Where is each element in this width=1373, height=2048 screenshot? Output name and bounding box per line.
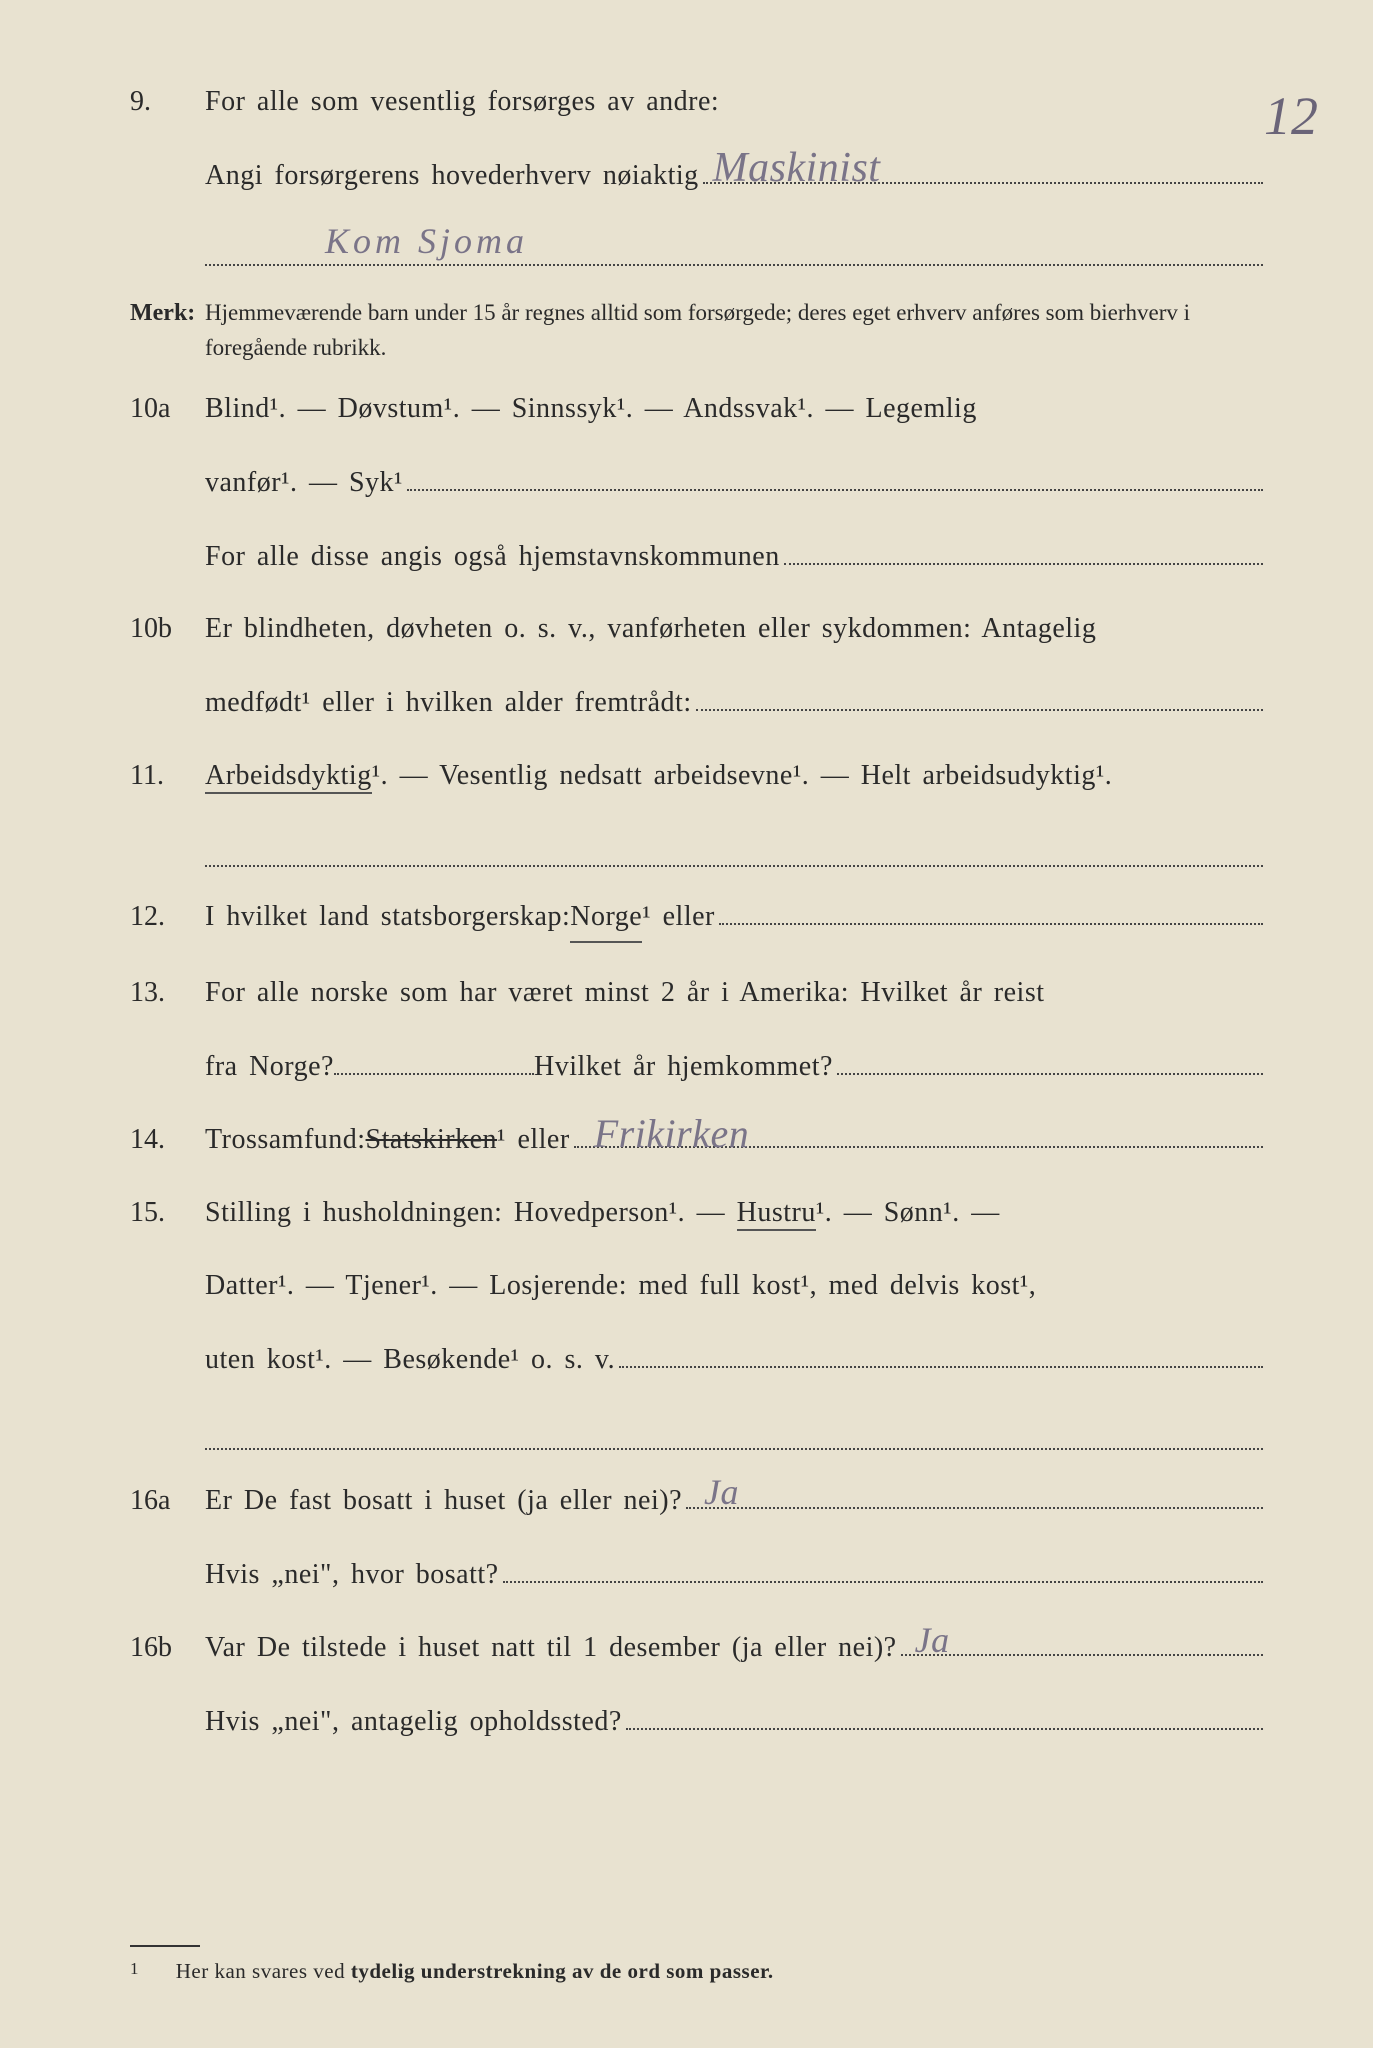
q14-handwriting: Frikirken (594, 1102, 750, 1166)
q16a-text1: Er De fast bosatt i huset (ja eller nei)… (205, 1479, 682, 1524)
footnote-text-bold: tydelig understrekning av de ord som pas… (351, 1959, 774, 1983)
q15-num: 15. (130, 1191, 205, 1236)
q15-fill3 (619, 1337, 1263, 1368)
q10b-line2: medfødt¹ eller i hvilken alder fremtrådt… (130, 680, 1263, 726)
q13-num: 13. (130, 971, 205, 1016)
q11-num: 11. (130, 754, 205, 799)
q16a-fill1: Ja (686, 1478, 1263, 1509)
q9-num: 9. (130, 80, 205, 125)
q10a-text1: Blind¹. — Døvstum¹. — Sinnssyk¹. — Andss… (205, 387, 1263, 432)
q10a-text2: vanfør¹. — Syk¹ (205, 461, 403, 506)
q11-line: 11. Arbeidsdyktig¹. — Vesentlig nedsatt … (130, 754, 1263, 799)
q13-line2: fra Norge? Hvilket år hjemkommet? (130, 1044, 1263, 1090)
q16a-fill2 (503, 1552, 1263, 1583)
q12-norge: Norge (570, 895, 642, 943)
q15-blank (205, 1410, 1263, 1450)
q13-text1: For alle norske som har været minst 2 år… (205, 971, 1263, 1016)
q9-line1: 9. For alle som vesentlig forsørges av a… (130, 80, 1263, 125)
q12-text-b: ¹ eller (642, 895, 715, 940)
q9-fill1: Maskinist (703, 153, 1263, 184)
q16b-line2: Hvis „nei", antagelig opholdssted? (130, 1699, 1263, 1745)
q16b-line1: 16b Var De tilstede i huset natt til 1 d… (130, 1626, 1263, 1672)
q9-handwriting1: Maskinist (713, 135, 881, 202)
q10b-num: 10b (130, 607, 205, 652)
footnote-text-a: Her kan svares ved (176, 1959, 351, 1983)
q16a-line2: Hvis „nei", hvor bosatt? (130, 1552, 1263, 1598)
q16b-fill2 (626, 1699, 1263, 1730)
q16b-text2: Hvis „nei", antagelig opholdssted? (205, 1700, 622, 1745)
q14-num: 14. (130, 1118, 205, 1163)
footnote-num: 1 (130, 1959, 170, 1979)
q14-text-a: Trossamfund: (205, 1118, 366, 1163)
q13-fill-b (837, 1044, 1263, 1075)
q13-text2a: fra Norge? (205, 1045, 334, 1090)
q14-fill: Frikirken (574, 1118, 1263, 1149)
q12-fill (719, 895, 1263, 926)
q15-text1a: Stilling i husholdningen: Hovedperson¹. … (205, 1197, 737, 1228)
q16a-hw: Ja (704, 1464, 739, 1522)
q16b-text1: Var De tilstede i huset natt til 1 desem… (205, 1626, 897, 1671)
q15-line2: Datter¹. — Tjener¹. — Losjerende: med fu… (130, 1264, 1263, 1309)
q10a-line1: 10a Blind¹. — Døvstum¹. — Sinnssyk¹. — A… (130, 387, 1263, 432)
q15-text3: uten kost¹. — Besøkende¹ o. s. v. (205, 1338, 615, 1383)
footnote: 1 Her kan svares ved tydelig understrekn… (130, 1959, 1263, 1984)
q16b-hw: Ja (915, 1612, 950, 1670)
q16b-fill1: Ja (901, 1626, 1263, 1657)
merk-row: Merk: Hjemmeværende barn under 15 år reg… (130, 294, 1263, 365)
q11-underlined: Arbeidsdyktig (205, 760, 372, 794)
q10b-line1: 10b Er blindheten, døvheten o. s. v., va… (130, 607, 1263, 652)
q15-hustru: Hustru (737, 1197, 816, 1231)
merk-label: Merk: (130, 294, 205, 332)
merk-text: Hjemmeværende barn under 15 år regnes al… (205, 296, 1263, 365)
q10a-text3: For alle disse angis også hjemstavnskomm… (205, 535, 780, 580)
footnote-rule (130, 1945, 200, 1947)
q10b-text1: Er blindheten, døvheten o. s. v., vanfør… (205, 607, 1263, 652)
q10a-line3: For alle disse angis også hjemstavnskomm… (130, 534, 1263, 580)
q9-blank-row: Kom Sjoma (205, 226, 1263, 266)
q9-text2: Angi forsørgerens hovederhverv nøiaktig (205, 154, 699, 199)
page-number-handwritten: 12 (1264, 85, 1318, 147)
q14-struck: Statskirken (366, 1118, 498, 1163)
q10a-line2: vanfør¹. — Syk¹ (130, 460, 1263, 506)
q13-fill-a (334, 1047, 534, 1075)
q13-text2b: Hvilket år hjemkommet? (534, 1045, 833, 1090)
q10b-text2: medfødt¹ eller i hvilken alder fremtrådt… (205, 681, 692, 726)
q14-line: 14. Trossamfund: Statskirken ¹ eller Fri… (130, 1118, 1263, 1164)
q10b-fill2 (696, 680, 1263, 711)
q11-rest: ¹. — Vesentlig nedsatt arbeidsevne¹. — H… (372, 760, 1113, 791)
q16a-line1: 16a Er De fast bosatt i huset (ja eller … (130, 1478, 1263, 1524)
q15-text1b: ¹. — Sønn¹. — (816, 1197, 1000, 1228)
q10a-fill2 (407, 460, 1263, 491)
q11-blank (205, 827, 1263, 867)
q9-handwriting2: Kom Sjoma (325, 220, 528, 262)
q9-text1: For alle som vesentlig forsørges av andr… (205, 80, 1263, 125)
q12-num: 12. (130, 895, 205, 940)
q10a-fill3 (784, 534, 1263, 565)
q13-line1: 13. For alle norske som har været minst … (130, 971, 1263, 1016)
q12-text-a: I hvilket land statsborgerskap: (205, 895, 570, 940)
q16a-text2: Hvis „nei", hvor bosatt? (205, 1553, 499, 1598)
q15-line1: 15. Stilling i husholdningen: Hovedperso… (130, 1191, 1263, 1236)
q10a-num: 10a (130, 387, 205, 432)
q16b-num: 16b (130, 1626, 205, 1671)
q15-text2: Datter¹. — Tjener¹. — Losjerende: med fu… (205, 1264, 1263, 1309)
q9-line2: Angi forsørgerens hovederhverv nøiaktig … (130, 153, 1263, 199)
q16a-num: 16a (130, 1479, 205, 1524)
q12-line: 12. I hvilket land statsborgerskap: Norg… (130, 895, 1263, 944)
q15-line3: uten kost¹. — Besøkende¹ o. s. v. (130, 1337, 1263, 1383)
q14-text-b: ¹ eller (497, 1118, 570, 1163)
